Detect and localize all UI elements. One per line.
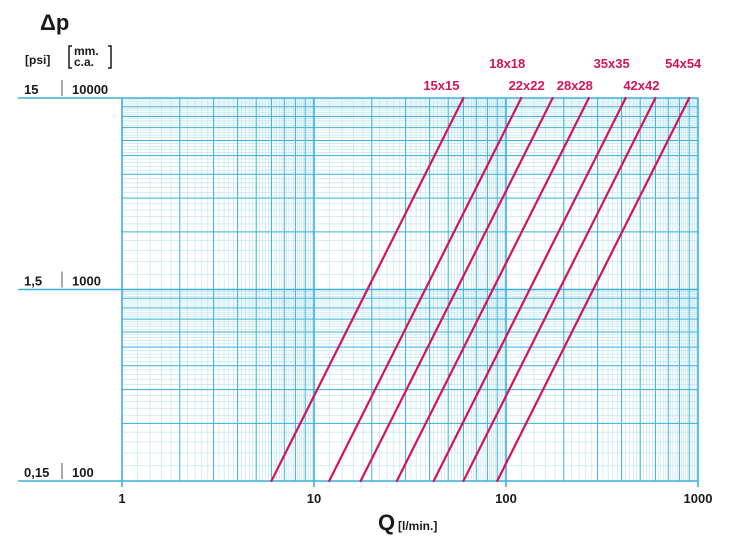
y-tick-label-mm: 10000 [72, 82, 108, 97]
x-tick-label: 10 [307, 491, 321, 506]
grid-major [18, 97, 699, 487]
series-line-28x28 [395, 96, 590, 483]
series-line-15x15 [270, 96, 465, 483]
series-line-22x22 [359, 96, 554, 483]
series-lines [270, 96, 691, 483]
series-line-35x35 [432, 96, 627, 483]
x-tick-labels: 1 10 100 1000 [118, 491, 712, 506]
x-tick-label: 100 [495, 491, 517, 506]
series-label-22x22: 22x22 [509, 78, 545, 93]
series-label-42x42: 42x42 [623, 78, 659, 93]
series-label-18x18: 18x18 [489, 56, 525, 71]
series-label-28x28: 28x28 [557, 78, 593, 93]
y-unit-mm-line1: mm. [74, 44, 99, 58]
x-tick-label: 1 [118, 491, 125, 506]
y-axis-title: Δp [40, 10, 69, 35]
y-unit-mm-line2: c.a. [74, 55, 94, 69]
series-label-35x35: 35x35 [594, 56, 630, 71]
series-label-15x15: 15x15 [423, 78, 459, 93]
x-tick-label: 1000 [684, 491, 713, 506]
y-tick-label-psi: 15 [24, 82, 38, 97]
y-tick-labels: 10000 15 1000 1,5 100 0,15 [24, 80, 108, 480]
series-line-42x42 [462, 96, 657, 483]
y-unit-mm-bracket-right [108, 45, 112, 69]
y-tick-label-psi: 0,15 [24, 465, 49, 480]
series-line-54x54 [496, 96, 691, 483]
y-tick-label-psi: 1,5 [24, 274, 42, 289]
y-unit-psi: [psi] [25, 53, 50, 67]
x-axis-unit: [l/min.] [398, 519, 437, 533]
y-unit-mm-bracket [68, 45, 72, 69]
series-line-18x18 [328, 96, 523, 483]
y-tick-label-mm: 1000 [72, 274, 101, 289]
y-tick-label-mm: 100 [72, 465, 94, 480]
x-axis-title: Q [378, 510, 395, 535]
series-label-54x54: 54x54 [665, 56, 702, 71]
